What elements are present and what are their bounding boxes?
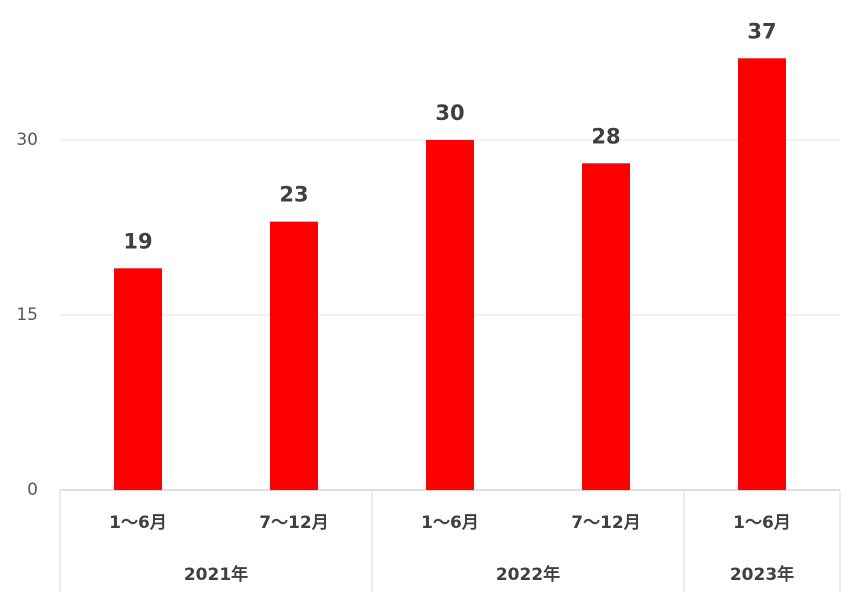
x-tick-label: 7～12月 [571,513,641,533]
bar [582,163,630,490]
x-tick-label: 1～6月 [109,513,167,533]
group-label: 2022年 [496,564,560,585]
value-label: 37 [747,19,776,43]
value-label: 23 [279,183,308,207]
y-tick-label: 15 [16,305,38,325]
value-label: 19 [123,229,152,253]
group-label: 2023年 [730,564,794,585]
x-tick-label: 1～6月 [421,513,479,533]
value-label: 30 [435,101,464,125]
y-tick-label: 0 [27,480,38,500]
bar [738,58,786,491]
value-label: 28 [591,124,620,148]
x-tick-label: 7～12月 [259,513,329,533]
y-tick-label: 30 [16,130,38,150]
x-tick-label: 1～6月 [733,513,791,533]
bar [114,268,162,490]
bar [270,221,318,490]
bar [426,139,474,490]
group-label: 2021年 [184,564,248,585]
